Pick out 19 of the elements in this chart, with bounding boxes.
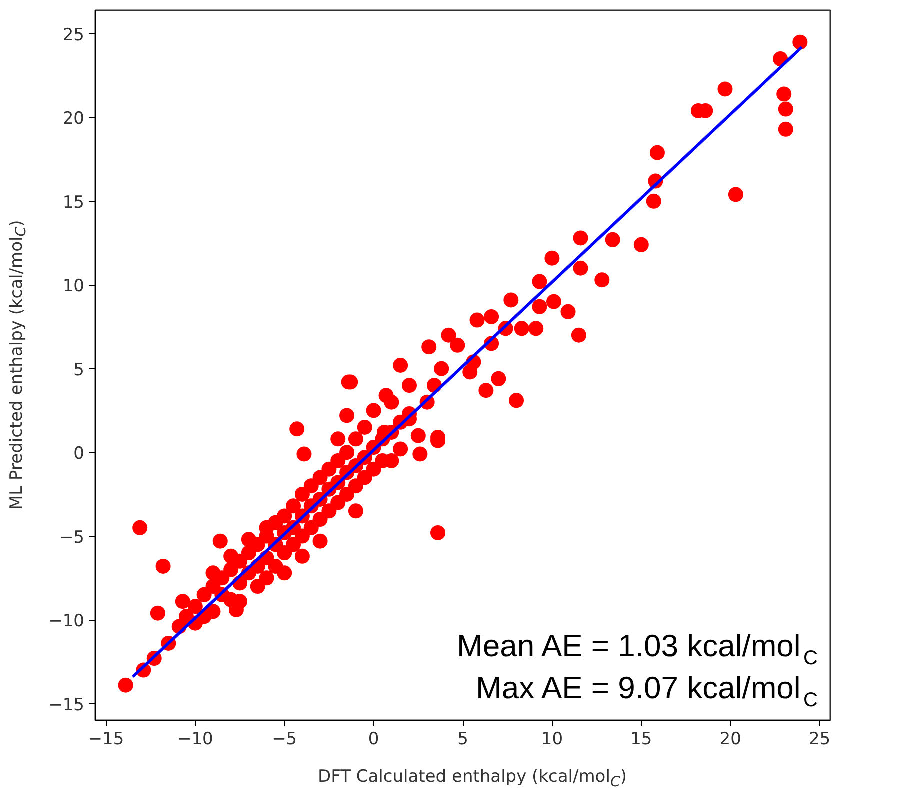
y-tick-label: 10 (62, 276, 85, 297)
x-tick-label: −10 (177, 730, 214, 750)
x-tick-label: −15 (88, 730, 124, 750)
x-tick-label: −5 (272, 730, 298, 750)
y-tick-label: 0 (74, 444, 85, 464)
y-tick-label: −5 (59, 528, 84, 548)
y-tick-label: 15 (62, 192, 85, 213)
y-tick-label: 25 (62, 25, 85, 46)
x-tick-label: 15 (630, 730, 652, 750)
x-tick-label: 10 (541, 730, 564, 750)
y-tick-label: 5 (74, 360, 85, 380)
x-tick-label: 0 (368, 730, 380, 750)
y-tick-label: −15 (48, 695, 85, 716)
y-tick-label: 20 (62, 109, 85, 130)
x-tick-label: 25 (808, 730, 831, 750)
x-axis-title: DFT Calculated enthalpy (kcal/mol$_{C}$) (318, 766, 627, 792)
x-tick-label: 20 (720, 730, 742, 750)
y-tick-label: −10 (48, 612, 85, 632)
x-tick-label: 5 (458, 730, 468, 750)
